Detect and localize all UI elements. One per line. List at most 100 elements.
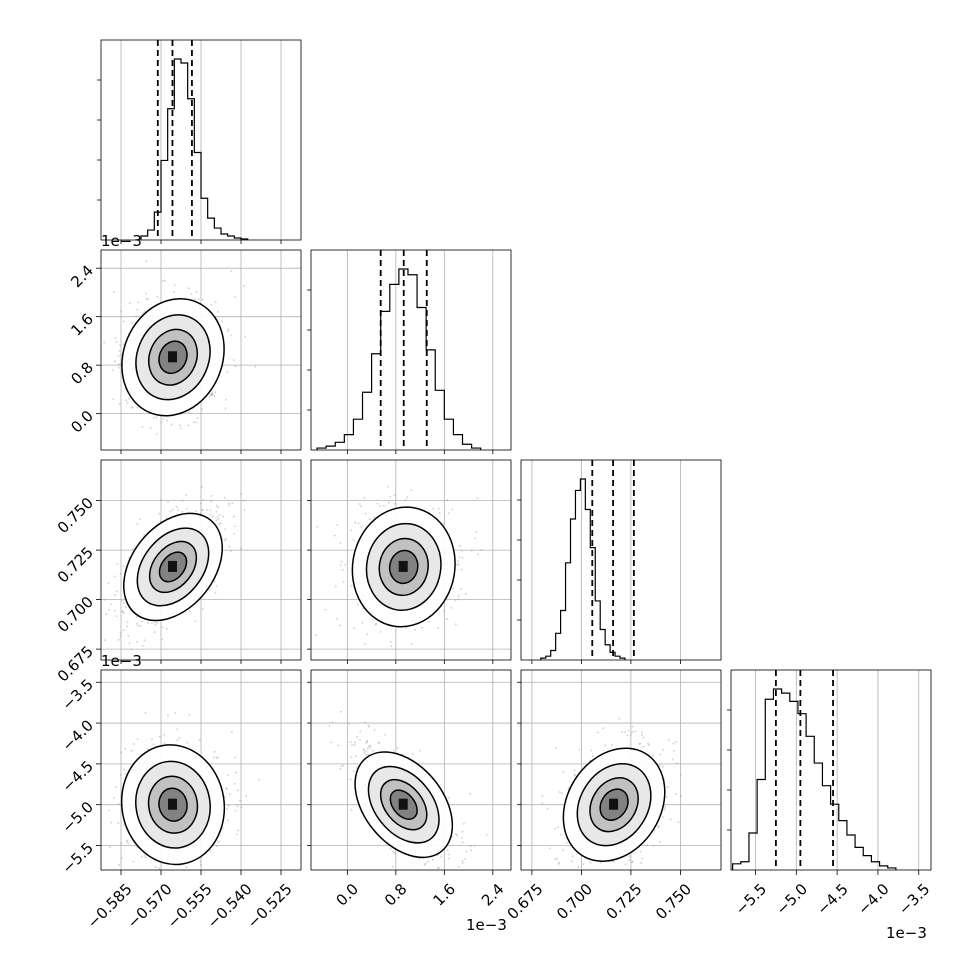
- sample-point: [365, 753, 368, 756]
- sample-point: [167, 500, 170, 503]
- sample-point: [155, 416, 158, 419]
- sample-point: [596, 731, 599, 734]
- sample-point: [624, 863, 627, 866]
- sample-point: [431, 858, 434, 861]
- sample-point: [350, 808, 353, 811]
- sample-point: [144, 854, 147, 857]
- sample-point: [145, 260, 148, 263]
- sample-point: [353, 744, 356, 747]
- y-tick-label: 0.750: [54, 494, 97, 537]
- sample-point: [188, 411, 191, 414]
- sample-point: [152, 417, 155, 419]
- sample-point: [591, 755, 594, 758]
- density-peak-0-2: [168, 560, 177, 572]
- sample-point: [360, 525, 363, 528]
- x-tick-label: 0.0: [333, 880, 363, 910]
- sample-point: [627, 729, 630, 732]
- sample-point: [599, 861, 602, 864]
- sample-point: [363, 749, 365, 752]
- sample-point: [437, 627, 440, 629]
- sample-point: [479, 549, 482, 552]
- sample-point: [140, 855, 143, 858]
- density-peak-1-3: [398, 798, 408, 810]
- sample-point: [144, 711, 147, 714]
- x-tick-label: 0.8: [381, 880, 411, 910]
- sample-point: [675, 740, 678, 743]
- sample-point: [162, 418, 165, 421]
- sample-point: [225, 538, 228, 540]
- sample-point: [404, 498, 407, 501]
- sample-point: [335, 617, 338, 620]
- sample-point: [464, 858, 467, 861]
- sample-point: [123, 768, 126, 771]
- sample-point: [411, 752, 414, 755]
- sample-point: [461, 859, 464, 862]
- sample-point: [631, 860, 634, 863]
- sample-point: [196, 417, 199, 419]
- sample-point: [485, 833, 488, 836]
- sample-point: [245, 795, 248, 798]
- sample-point: [176, 728, 179, 731]
- sample-point: [364, 512, 367, 515]
- sample-point: [361, 621, 364, 624]
- sample-point: [234, 756, 237, 759]
- sample-point: [215, 585, 218, 588]
- sample-point: [201, 408, 203, 411]
- sample-point: [113, 575, 116, 578]
- sample-point: [392, 850, 395, 853]
- sample-point: [225, 398, 228, 401]
- sample-point: [641, 857, 644, 860]
- sample-point: [641, 734, 643, 736]
- sample-point: [437, 507, 440, 510]
- sample-point: [646, 844, 649, 846]
- axes-frame-2-3: [520, 669, 722, 871]
- sample-point: [124, 606, 127, 609]
- sample-point: [454, 833, 457, 836]
- sample-point: [541, 794, 544, 797]
- sample-point: [109, 603, 112, 606]
- sample-point: [217, 517, 220, 520]
- sample-point: [226, 774, 229, 777]
- sample-point: [410, 642, 413, 645]
- sample-point: [333, 534, 336, 537]
- sample-point: [626, 734, 629, 737]
- y-tick-label: 0.725: [54, 543, 97, 586]
- sample-point: [163, 734, 166, 736]
- sample-point: [158, 512, 161, 515]
- sample-point: [136, 640, 139, 643]
- sample-point: [351, 743, 354, 746]
- sample-point: [145, 298, 148, 301]
- sample-point: [477, 553, 479, 556]
- sample-point: [211, 391, 213, 394]
- sample-point: [348, 722, 351, 725]
- sample-point: [200, 502, 202, 505]
- sample-point: [541, 802, 544, 804]
- sample-point: [234, 809, 237, 812]
- sample-point: [476, 496, 479, 499]
- sample-point: [228, 793, 231, 796]
- sample-point: [174, 711, 177, 714]
- sample-point: [126, 621, 129, 624]
- sample-point: [107, 582, 110, 585]
- sample-point: [185, 494, 188, 496]
- sample-point: [353, 741, 356, 744]
- sample-point: [222, 515, 225, 518]
- sample-point: [354, 521, 357, 524]
- sample-point: [164, 279, 166, 282]
- sample-point: [114, 594, 117, 597]
- y-tick-label: −4.5: [59, 757, 97, 795]
- sample-point: [201, 509, 204, 512]
- sample-point: [659, 764, 661, 767]
- sample-point: [662, 748, 665, 751]
- sample-point: [113, 609, 116, 612]
- gridlines-2-3: [521, 670, 721, 870]
- sample-point: [117, 822, 120, 825]
- sample-point: [666, 786, 669, 789]
- x-tick-label: 0.725: [603, 880, 646, 923]
- sample-point: [213, 750, 216, 753]
- sample-point: [141, 311, 144, 314]
- sample-point: [215, 510, 218, 513]
- sample-point: [390, 645, 393, 647]
- sample-point: [573, 769, 576, 772]
